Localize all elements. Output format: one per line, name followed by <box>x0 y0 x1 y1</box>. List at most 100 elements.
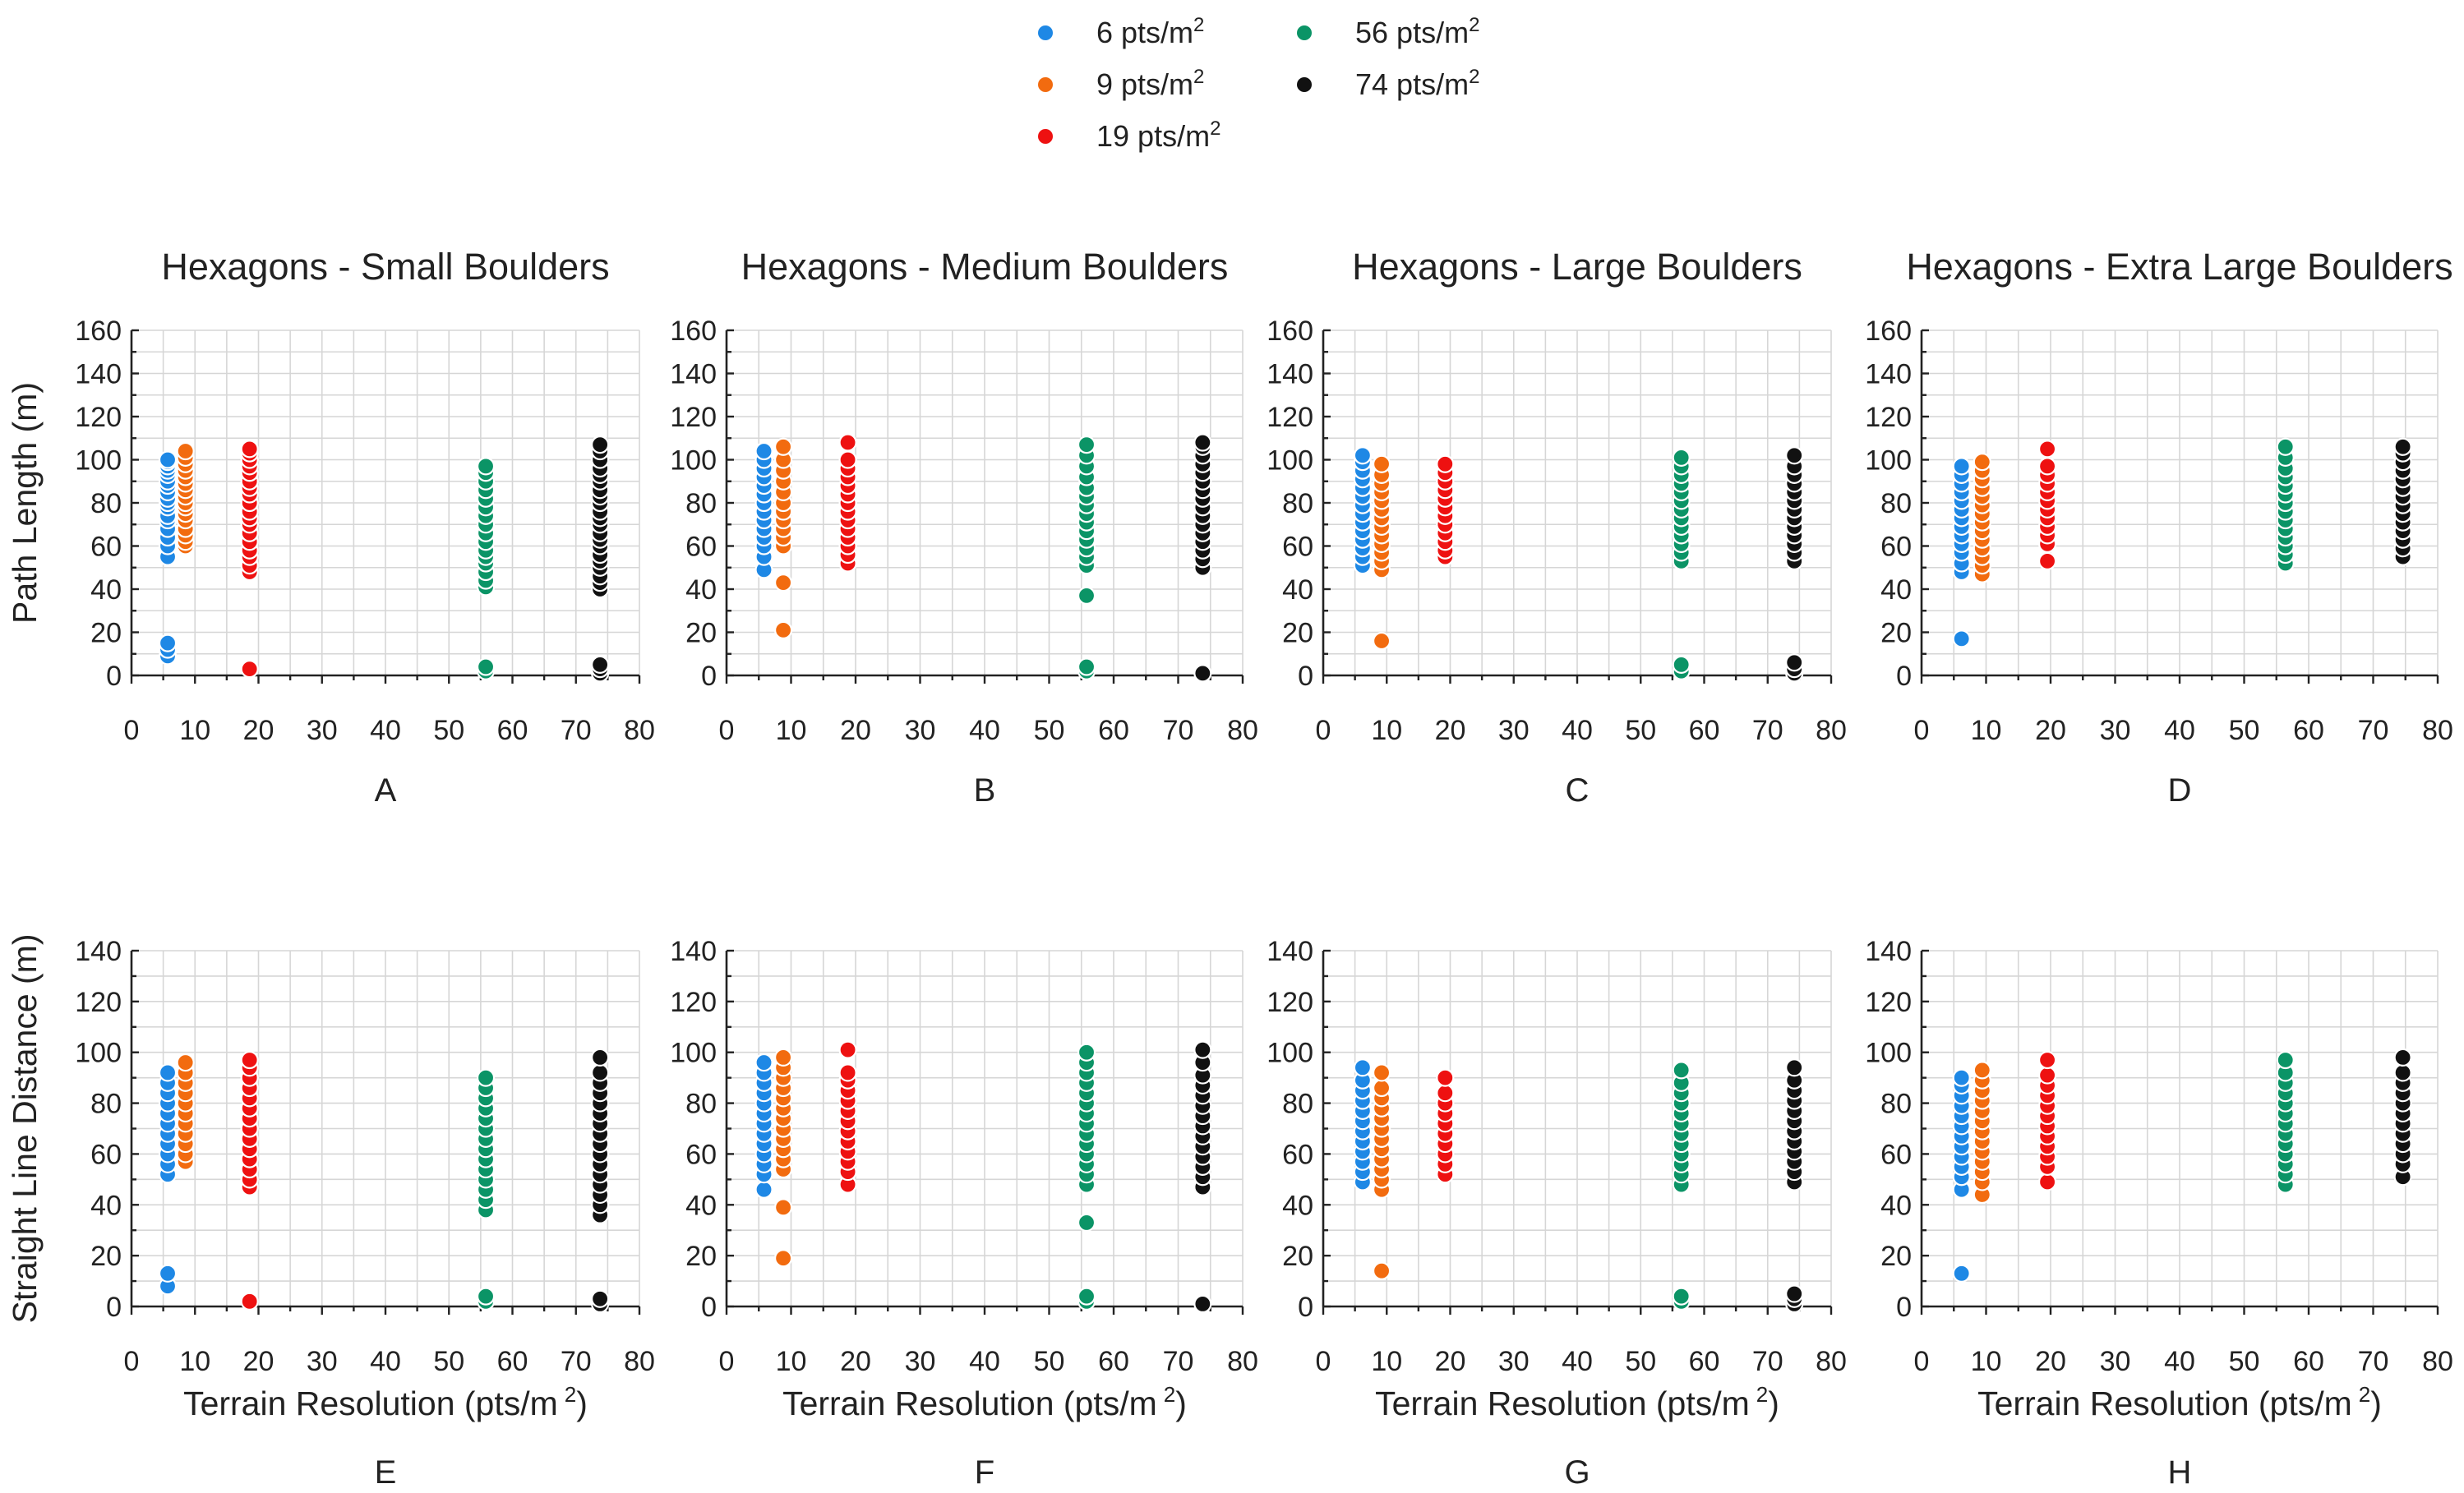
y-tick-label: 100 <box>75 1038 122 1069</box>
series-0 <box>754 1053 773 1199</box>
series-4 <box>1193 433 1212 683</box>
data-point <box>754 1053 773 1072</box>
x-tick-label: 60 <box>1689 715 1720 746</box>
x-tick-label: 30 <box>1498 1346 1530 1377</box>
series-2 <box>240 440 259 679</box>
series-3 <box>476 457 496 680</box>
x-tick-label: 30 <box>905 715 936 746</box>
x-tick-label: 80 <box>2422 1346 2453 1377</box>
series-4 <box>591 1048 610 1314</box>
data-point <box>1672 1061 1691 1080</box>
x-tick-label: 0 <box>1316 1346 1331 1377</box>
data-point <box>476 457 496 476</box>
series-4 <box>2393 1048 2412 1187</box>
y-tick-label: 160 <box>1267 316 1313 347</box>
data-point <box>1785 446 1804 465</box>
x-tick-label: 30 <box>307 715 338 746</box>
panel-D: 0 20 40 60 80 100 120 140 160 0 10 20 30 40 50 60 70 80 He… <box>1865 246 2453 809</box>
data-point <box>838 450 857 469</box>
gridlines <box>727 329 1244 675</box>
y-tick-label: 0 <box>1298 661 1313 692</box>
panel-label: F <box>975 1454 994 1491</box>
data-point <box>1973 453 1991 472</box>
panel-title: Hexagons - Extra Large Boulders <box>1906 246 2452 288</box>
x-tick-label: 30 <box>905 1346 936 1377</box>
y-tick-label: 0 <box>1896 1292 1912 1323</box>
series-1 <box>1372 1063 1391 1280</box>
data-point <box>1353 1058 1372 1077</box>
x-tick-label: 50 <box>1625 715 1656 746</box>
data-point <box>1372 1063 1391 1082</box>
data-point <box>1077 435 1096 454</box>
x-tick-label: 20 <box>1435 1346 1466 1377</box>
data-point <box>773 437 793 456</box>
x-tick-label: 30 <box>1498 715 1530 746</box>
data-point <box>1785 653 1804 672</box>
x-tick-label: 80 <box>624 715 655 746</box>
data-point <box>1672 1287 1691 1306</box>
x-tick-label: 60 <box>1689 1346 1720 1377</box>
series-0 <box>754 441 773 579</box>
y-tick-label: 120 <box>75 402 122 433</box>
data-point <box>773 1048 793 1067</box>
y-tick-label: 20 <box>90 618 122 649</box>
data-point <box>773 1249 793 1268</box>
x-tick-label: 60 <box>1098 715 1129 746</box>
data-point <box>1193 433 1212 452</box>
panel-A: 0 20 40 60 80 100 120 140 160 0 10 20 30 40 50 60 70 80 He… <box>75 246 655 809</box>
y-tick-label: 60 <box>685 1139 717 1170</box>
x-tick-label: 0 <box>1316 715 1331 746</box>
gridlines <box>1922 329 2439 675</box>
legend-marker <box>1038 77 1053 92</box>
x-axis-title: Terrain Resolution (pts/m 2) <box>782 1382 1187 1422</box>
legend-marker <box>1038 25 1053 40</box>
series-2 <box>838 433 857 573</box>
y-tick-label: 120 <box>670 402 717 433</box>
y-tick-label: 140 <box>75 936 122 967</box>
x-tick-label: 10 <box>1971 715 2002 746</box>
gridlines <box>727 950 1244 1306</box>
panel-label: E <box>375 1454 397 1491</box>
x-tick-label: 40 <box>2164 715 2195 746</box>
legend-marker <box>1297 77 1312 92</box>
series-0 <box>1952 457 1971 648</box>
series-2 <box>240 1050 259 1311</box>
x-tick-label: 20 <box>2035 1346 2066 1377</box>
y-tick-label: 140 <box>670 936 717 967</box>
y-tick-label: 0 <box>701 1292 717 1323</box>
x-tick-label: 70 <box>2358 1346 2389 1377</box>
series-2 <box>2037 440 2057 570</box>
y-tick-label: 80 <box>1282 1089 1313 1120</box>
x-tick-label: 60 <box>497 1346 528 1377</box>
y-tick-label: 0 <box>701 661 717 692</box>
series-1 <box>773 1048 793 1268</box>
series-3 <box>476 1068 496 1311</box>
series-2 <box>1436 454 1455 566</box>
data-point <box>2393 437 2412 456</box>
data-point <box>1952 1068 1971 1087</box>
panel-title: Hexagons - Small Boulders <box>161 246 609 288</box>
series-4 <box>591 435 610 683</box>
gridlines <box>1922 950 2439 1306</box>
panel-G: 0 20 40 60 80 100 120 140 0 10 20 30 40 50 60 70 80 Terra… <box>1267 936 1847 1491</box>
panel-label: C <box>1566 772 1590 809</box>
y-tick-label: 120 <box>1865 987 1912 1018</box>
data-point <box>176 441 195 461</box>
data-point <box>754 1180 773 1199</box>
y-tick-label: 160 <box>1865 316 1912 347</box>
y-tick-label: 20 <box>1282 1241 1313 1272</box>
data-point <box>158 450 178 469</box>
data-point <box>1436 454 1455 473</box>
y-tick-label: 100 <box>1267 445 1313 477</box>
y-tick-label: 100 <box>670 1038 717 1069</box>
x-tick-label: 50 <box>433 715 464 746</box>
data-point <box>1372 631 1391 651</box>
data-point <box>1973 1061 1991 1080</box>
data-point <box>591 1048 610 1067</box>
x-tick-label: 70 <box>2358 715 2389 746</box>
x-tick-label: 10 <box>1371 715 1402 746</box>
data-point <box>1077 586 1096 605</box>
data-point <box>158 1063 178 1082</box>
y-tick-label: 80 <box>685 488 717 519</box>
series-1 <box>1372 454 1391 651</box>
